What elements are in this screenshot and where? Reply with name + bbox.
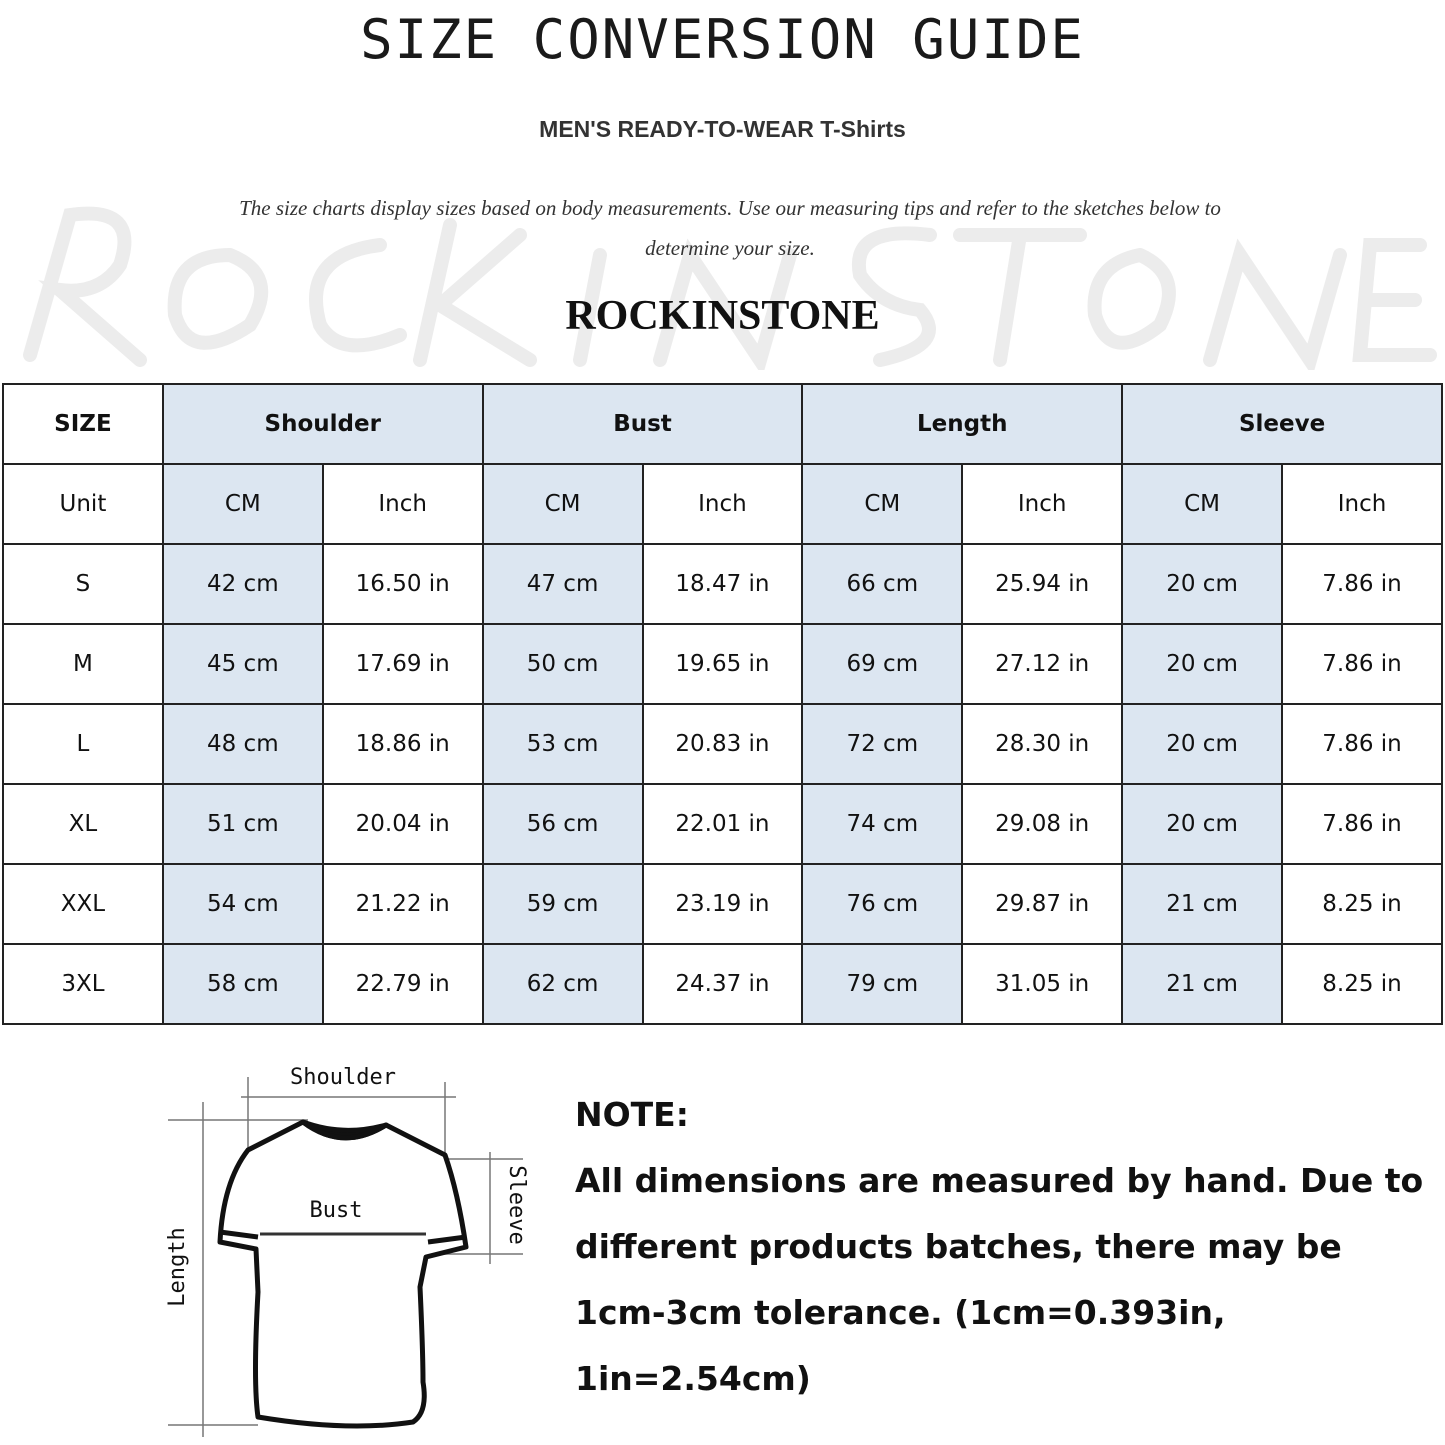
tshirt-measurement-diagram: Shoulder Bust Length Sleeve <box>148 1052 540 1440</box>
length-label: Length <box>165 1227 190 1306</box>
tshirt-sketch-icon: Shoulder Bust Length Sleeve <box>165 1065 529 1437</box>
value-cell: 18.47 in <box>641 543 804 625</box>
group-header: Sleeve <box>1121 383 1443 465</box>
unit-cell: CM <box>801 463 964 545</box>
value-cell: 8.25 in <box>1281 863 1443 945</box>
value-cell: 31.05 in <box>961 943 1124 1025</box>
table-row: M 45 cm 17.69 in 50 cm 19.65 in 69 cm 27.12 in… <box>2 623 1443 705</box>
unit-row: Unit CM Inch CM Inch CM Inch CM Inch <box>2 463 1443 545</box>
size-cell: M <box>2 623 164 705</box>
value-cell: 20 cm <box>1121 703 1283 785</box>
value-cell: 54 cm <box>161 863 324 945</box>
group-header-row: SIZE Shoulder Bust Length Sleeve <box>2 383 1443 465</box>
value-cell: 16.50 in <box>321 543 484 625</box>
unit-cell: Inch <box>961 463 1124 545</box>
value-cell: 20.04 in <box>321 783 484 865</box>
table-row: L 48 cm 18.86 in 53 cm 20.83 in 72 cm 28.30 in… <box>2 703 1443 785</box>
value-cell: 42 cm <box>161 543 324 625</box>
description: The size charts display sizes based on b… <box>239 196 1221 260</box>
unit-cell: Inch <box>641 463 804 545</box>
value-cell: 48 cm <box>161 703 324 785</box>
value-cell: 20 cm <box>1121 623 1283 705</box>
note-body: All dimensions are measured by hand. Due… <box>575 1161 1424 1398</box>
size-cell: 3XL <box>2 943 164 1025</box>
size-cell: XXL <box>2 863 164 945</box>
value-cell: 19.65 in <box>641 623 804 705</box>
value-cell: 50 cm <box>481 623 644 705</box>
table-row: 3XL 58 cm 22.79 in 62 cm 24.37 in 79 cm 31.05 … <box>2 943 1443 1025</box>
size-header: SIZE <box>2 383 164 465</box>
value-cell: 51 cm <box>161 783 324 865</box>
bust-label: Bust <box>310 1198 363 1223</box>
unit-cell: Inch <box>1281 463 1443 545</box>
watermark-script-logo <box>23 206 1437 377</box>
value-cell: 25.94 in <box>961 543 1124 625</box>
value-cell: 62 cm <box>481 943 644 1025</box>
value-cell: 27.12 in <box>961 623 1124 705</box>
value-cell: 17.69 in <box>321 623 484 705</box>
value-cell: 58 cm <box>161 943 324 1025</box>
value-cell: 69 cm <box>801 623 964 705</box>
value-cell: 29.87 in <box>961 863 1124 945</box>
watermark <box>0 195 1445 377</box>
value-cell: 7.86 in <box>1281 543 1443 625</box>
value-cell: 20 cm <box>1121 783 1283 865</box>
value-cell: 28.30 in <box>961 703 1124 785</box>
value-cell: 56 cm <box>481 783 644 865</box>
brand-name: ROCKINSTONE <box>565 293 880 339</box>
value-cell: 53 cm <box>481 703 644 785</box>
value-cell: 21 cm <box>1121 863 1283 945</box>
value-cell: 74 cm <box>801 783 964 865</box>
unit-label: Unit <box>2 463 164 545</box>
subtitle: MEN'S READY-TO-WEAR T-Shirts <box>539 116 906 142</box>
size-cell: S <box>2 543 164 625</box>
value-cell: 45 cm <box>161 623 324 705</box>
value-cell: 18.86 in <box>321 703 484 785</box>
value-cell: 22.79 in <box>321 943 484 1025</box>
size-table: SIZE Shoulder Bust Length Sleeve Unit CM… <box>2 383 1443 1025</box>
value-cell: 7.86 in <box>1281 623 1443 705</box>
value-cell: 21 cm <box>1121 943 1283 1025</box>
value-cell: 20.83 in <box>641 703 804 785</box>
note-heading: NOTE: <box>575 1095 689 1134</box>
note: NOTE: All dimensions are measured by han… <box>575 1082 1425 1412</box>
size-cell: XL <box>2 783 164 865</box>
value-cell: 21.22 in <box>321 863 484 945</box>
group-header: Length <box>801 383 1124 465</box>
value-cell: 22.01 in <box>641 783 804 865</box>
value-cell: 79 cm <box>801 943 964 1025</box>
table-row: XL 51 cm 20.04 in 56 cm 22.01 in 74 cm 29.08 i… <box>2 783 1443 865</box>
value-cell: 7.86 in <box>1281 703 1443 785</box>
value-cell: 66 cm <box>801 543 964 625</box>
value-cell: 76 cm <box>801 863 964 945</box>
table-row: XXL 54 cm 21.22 in 59 cm 23.19 in 76 cm 29.87 … <box>2 863 1443 945</box>
value-cell: 24.37 in <box>641 943 804 1025</box>
group-header: Shoulder <box>161 383 484 465</box>
unit-cell: CM <box>161 463 324 545</box>
value-cell: 23.19 in <box>641 863 804 945</box>
unit-cell: CM <box>1121 463 1283 545</box>
value-cell: 20 cm <box>1121 543 1283 625</box>
value-cell: 47 cm <box>481 543 644 625</box>
value-cell: 59 cm <box>481 863 644 945</box>
shoulder-label: Shoulder <box>290 1065 396 1090</box>
value-cell: 8.25 in <box>1281 943 1443 1025</box>
table-row: S 42 cm 16.50 in 47 cm 18.47 in 66 cm 25.94 in… <box>2 543 1443 625</box>
value-cell: 29.08 in <box>961 783 1124 865</box>
value-cell: 7.86 in <box>1281 783 1443 865</box>
group-header: Bust <box>481 383 804 465</box>
page-title: SIZE CONVERSION GUIDE <box>360 8 1085 71</box>
unit-cell: Inch <box>321 463 484 545</box>
unit-cell: CM <box>481 463 644 545</box>
sleeve-label: Sleeve <box>504 1165 529 1244</box>
size-cell: L <box>2 703 164 785</box>
value-cell: 72 cm <box>801 703 964 785</box>
